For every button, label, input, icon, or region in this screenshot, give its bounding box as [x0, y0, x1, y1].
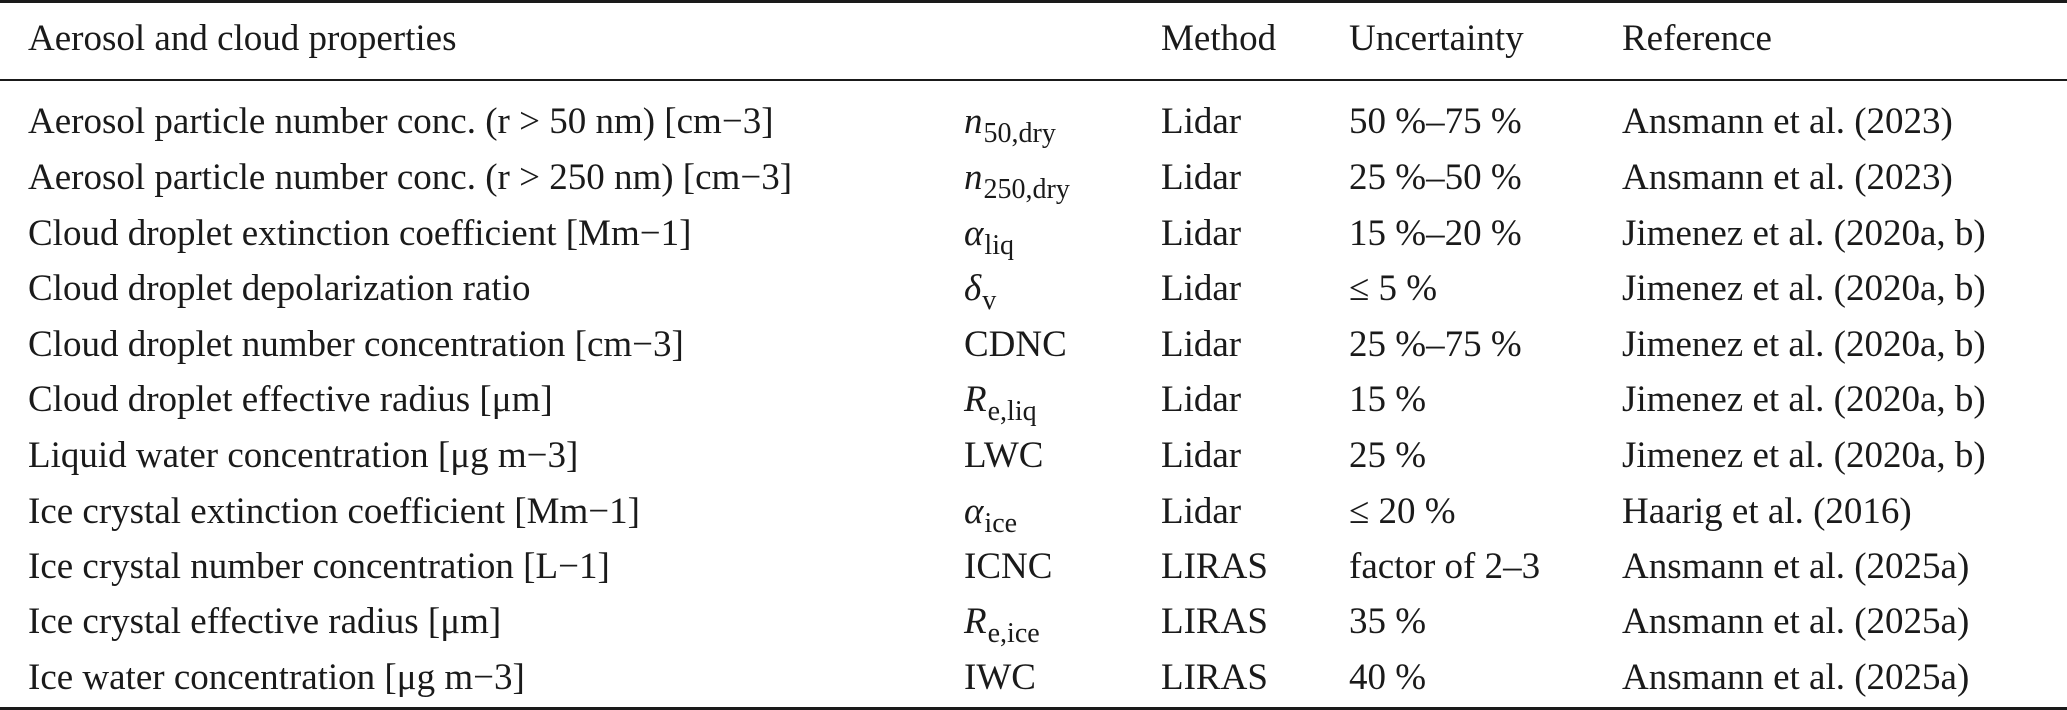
cell-method: Lidar — [1161, 213, 1242, 254]
cell-uncertainty: 15 % — [1349, 379, 1427, 420]
cell-uncertainty: ≤ 20 % — [1349, 491, 1456, 532]
cell-method: Lidar — [1161, 268, 1242, 309]
cell-symbol: n250,dry — [964, 151, 1070, 205]
table-row: Aerosol particle number conc. (r > 50 nm… — [0, 95, 2067, 149]
cell-symbol: Re,ice — [964, 595, 1040, 649]
cell-reference: Jimenez et al. (2020a, b) — [1622, 379, 1986, 420]
table-top-rule — [0, 0, 2067, 3]
cell-reference: Ansmann et al. (2025a) — [1622, 657, 1970, 698]
header-reference: Reference — [1622, 18, 1772, 59]
table-row: Cloud droplet depolarization ratio δv Li… — [0, 262, 2067, 316]
cell-reference: Ansmann et al. (2023) — [1622, 157, 1953, 198]
cell-symbol: δv — [964, 262, 996, 316]
table-row: Ice crystal extinction coefficient [Mm−1… — [0, 485, 2067, 539]
symbol-base: CDNC — [964, 324, 1067, 365]
cell-uncertainty: 25 %–75 % — [1349, 324, 1522, 365]
cell-property: Ice crystal number concentration [L−1] — [28, 546, 610, 587]
cell-symbol: Re,liq — [964, 373, 1037, 427]
cell-uncertainty: factor of 2–3 — [1349, 546, 1541, 587]
symbol-base: δ — [964, 268, 982, 309]
cell-method: Lidar — [1161, 491, 1242, 532]
cell-method: Lidar — [1161, 379, 1242, 420]
table-row: Cloud droplet effective radius [μm] Re,l… — [0, 373, 2067, 427]
cell-uncertainty: 25 % — [1349, 435, 1427, 476]
cell-method: Lidar — [1161, 157, 1242, 198]
cell-method: Lidar — [1161, 101, 1242, 142]
header-method: Method — [1161, 18, 1277, 59]
table-row: Cloud droplet extinction coefficient [Mm… — [0, 207, 2067, 261]
table-row: Ice water concentration [μg m−3] IWC LIR… — [0, 651, 2067, 705]
symbol-base: ICNC — [964, 546, 1053, 587]
cell-property: Cloud droplet extinction coefficient [Mm… — [28, 213, 692, 254]
symbol-base: n — [964, 157, 983, 198]
cell-reference: Ansmann et al. (2025a) — [1622, 546, 1970, 587]
cell-method: LIRAS — [1161, 601, 1268, 642]
cell-symbol: LWC — [964, 429, 1044, 483]
symbol-base: α — [964, 491, 984, 532]
symbol-base: α — [964, 213, 984, 254]
cell-symbol: αice — [964, 485, 1017, 539]
table-row: Ice crystal number concentration [L−1] I… — [0, 540, 2067, 594]
table-bottom-rule — [0, 707, 2067, 710]
cell-uncertainty: 15 %–20 % — [1349, 213, 1522, 254]
symbol-subscript: liq — [984, 230, 1014, 261]
cell-symbol: n50,dry — [964, 95, 1056, 149]
cell-method: Lidar — [1161, 324, 1242, 365]
cell-property: Aerosol particle number conc. (r > 50 nm… — [28, 101, 774, 142]
table-row: Aerosol particle number conc. (r > 250 n… — [0, 151, 2067, 205]
table-row: Cloud droplet number concentration [cm−3… — [0, 318, 2067, 372]
cell-reference: Jimenez et al. (2020a, b) — [1622, 268, 1986, 309]
symbol-subscript: 250,dry — [983, 174, 1070, 205]
cell-uncertainty: 25 %–50 % — [1349, 157, 1522, 198]
cell-reference: Jimenez et al. (2020a, b) — [1622, 324, 1986, 365]
cell-symbol: CDNC — [964, 318, 1068, 372]
cell-method: Lidar — [1161, 435, 1242, 476]
cell-reference: Ansmann et al. (2023) — [1622, 101, 1953, 142]
symbol-base: R — [964, 379, 987, 420]
cell-reference: Jimenez et al. (2020a, b) — [1622, 213, 1986, 254]
cell-method: LIRAS — [1161, 657, 1268, 698]
symbol-base: n — [964, 101, 983, 142]
symbol-subscript: ice — [984, 508, 1018, 539]
cell-property: Ice water concentration [μg m−3] — [28, 657, 525, 698]
header-property: Aerosol and cloud properties — [28, 18, 457, 59]
cell-uncertainty: 50 %–75 % — [1349, 101, 1522, 142]
cell-uncertainty: ≤ 5 % — [1349, 268, 1438, 309]
cell-symbol: ICNC — [964, 540, 1053, 594]
cell-property: Liquid water concentration [μg m−3] — [28, 435, 579, 476]
symbol-base: LWC — [964, 435, 1044, 476]
cell-reference: Haarig et al. (2016) — [1622, 491, 1912, 532]
table-row: Liquid water concentration [μg m−3] LWC … — [0, 429, 2067, 483]
cell-property: Ice crystal extinction coefficient [Mm−1… — [28, 491, 640, 532]
symbol-subscript: e,liq — [987, 396, 1037, 427]
table-header-rule — [0, 79, 2067, 81]
cell-uncertainty: 40 % — [1349, 657, 1427, 698]
symbol-base: R — [964, 601, 987, 642]
symbol-subscript: v — [982, 285, 997, 316]
cell-uncertainty: 35 % — [1349, 601, 1427, 642]
symbol-base: IWC — [964, 657, 1036, 698]
cell-property: Cloud droplet effective radius [μm] — [28, 379, 553, 420]
cell-method: LIRAS — [1161, 546, 1268, 587]
header-uncertainty: Uncertainty — [1349, 18, 1524, 59]
cell-symbol: αliq — [964, 207, 1014, 261]
cell-property: Ice crystal effective radius [μm] — [28, 601, 502, 642]
table-row: Ice crystal effective radius [μm] Re,ice… — [0, 595, 2067, 649]
symbol-subscript: e,ice — [987, 618, 1040, 649]
cell-property: Cloud droplet depolarization ratio — [28, 268, 531, 309]
table-header-row: Aerosol and cloud properties Method Unce… — [0, 12, 2067, 66]
cell-symbol: IWC — [964, 651, 1037, 705]
cell-reference: Ansmann et al. (2025a) — [1622, 601, 1970, 642]
cell-property: Cloud droplet number concentration [cm−3… — [28, 324, 684, 365]
symbol-subscript: 50,dry — [983, 118, 1056, 149]
cell-reference: Jimenez et al. (2020a, b) — [1622, 435, 1986, 476]
cell-property: Aerosol particle number conc. (r > 250 n… — [28, 157, 793, 198]
